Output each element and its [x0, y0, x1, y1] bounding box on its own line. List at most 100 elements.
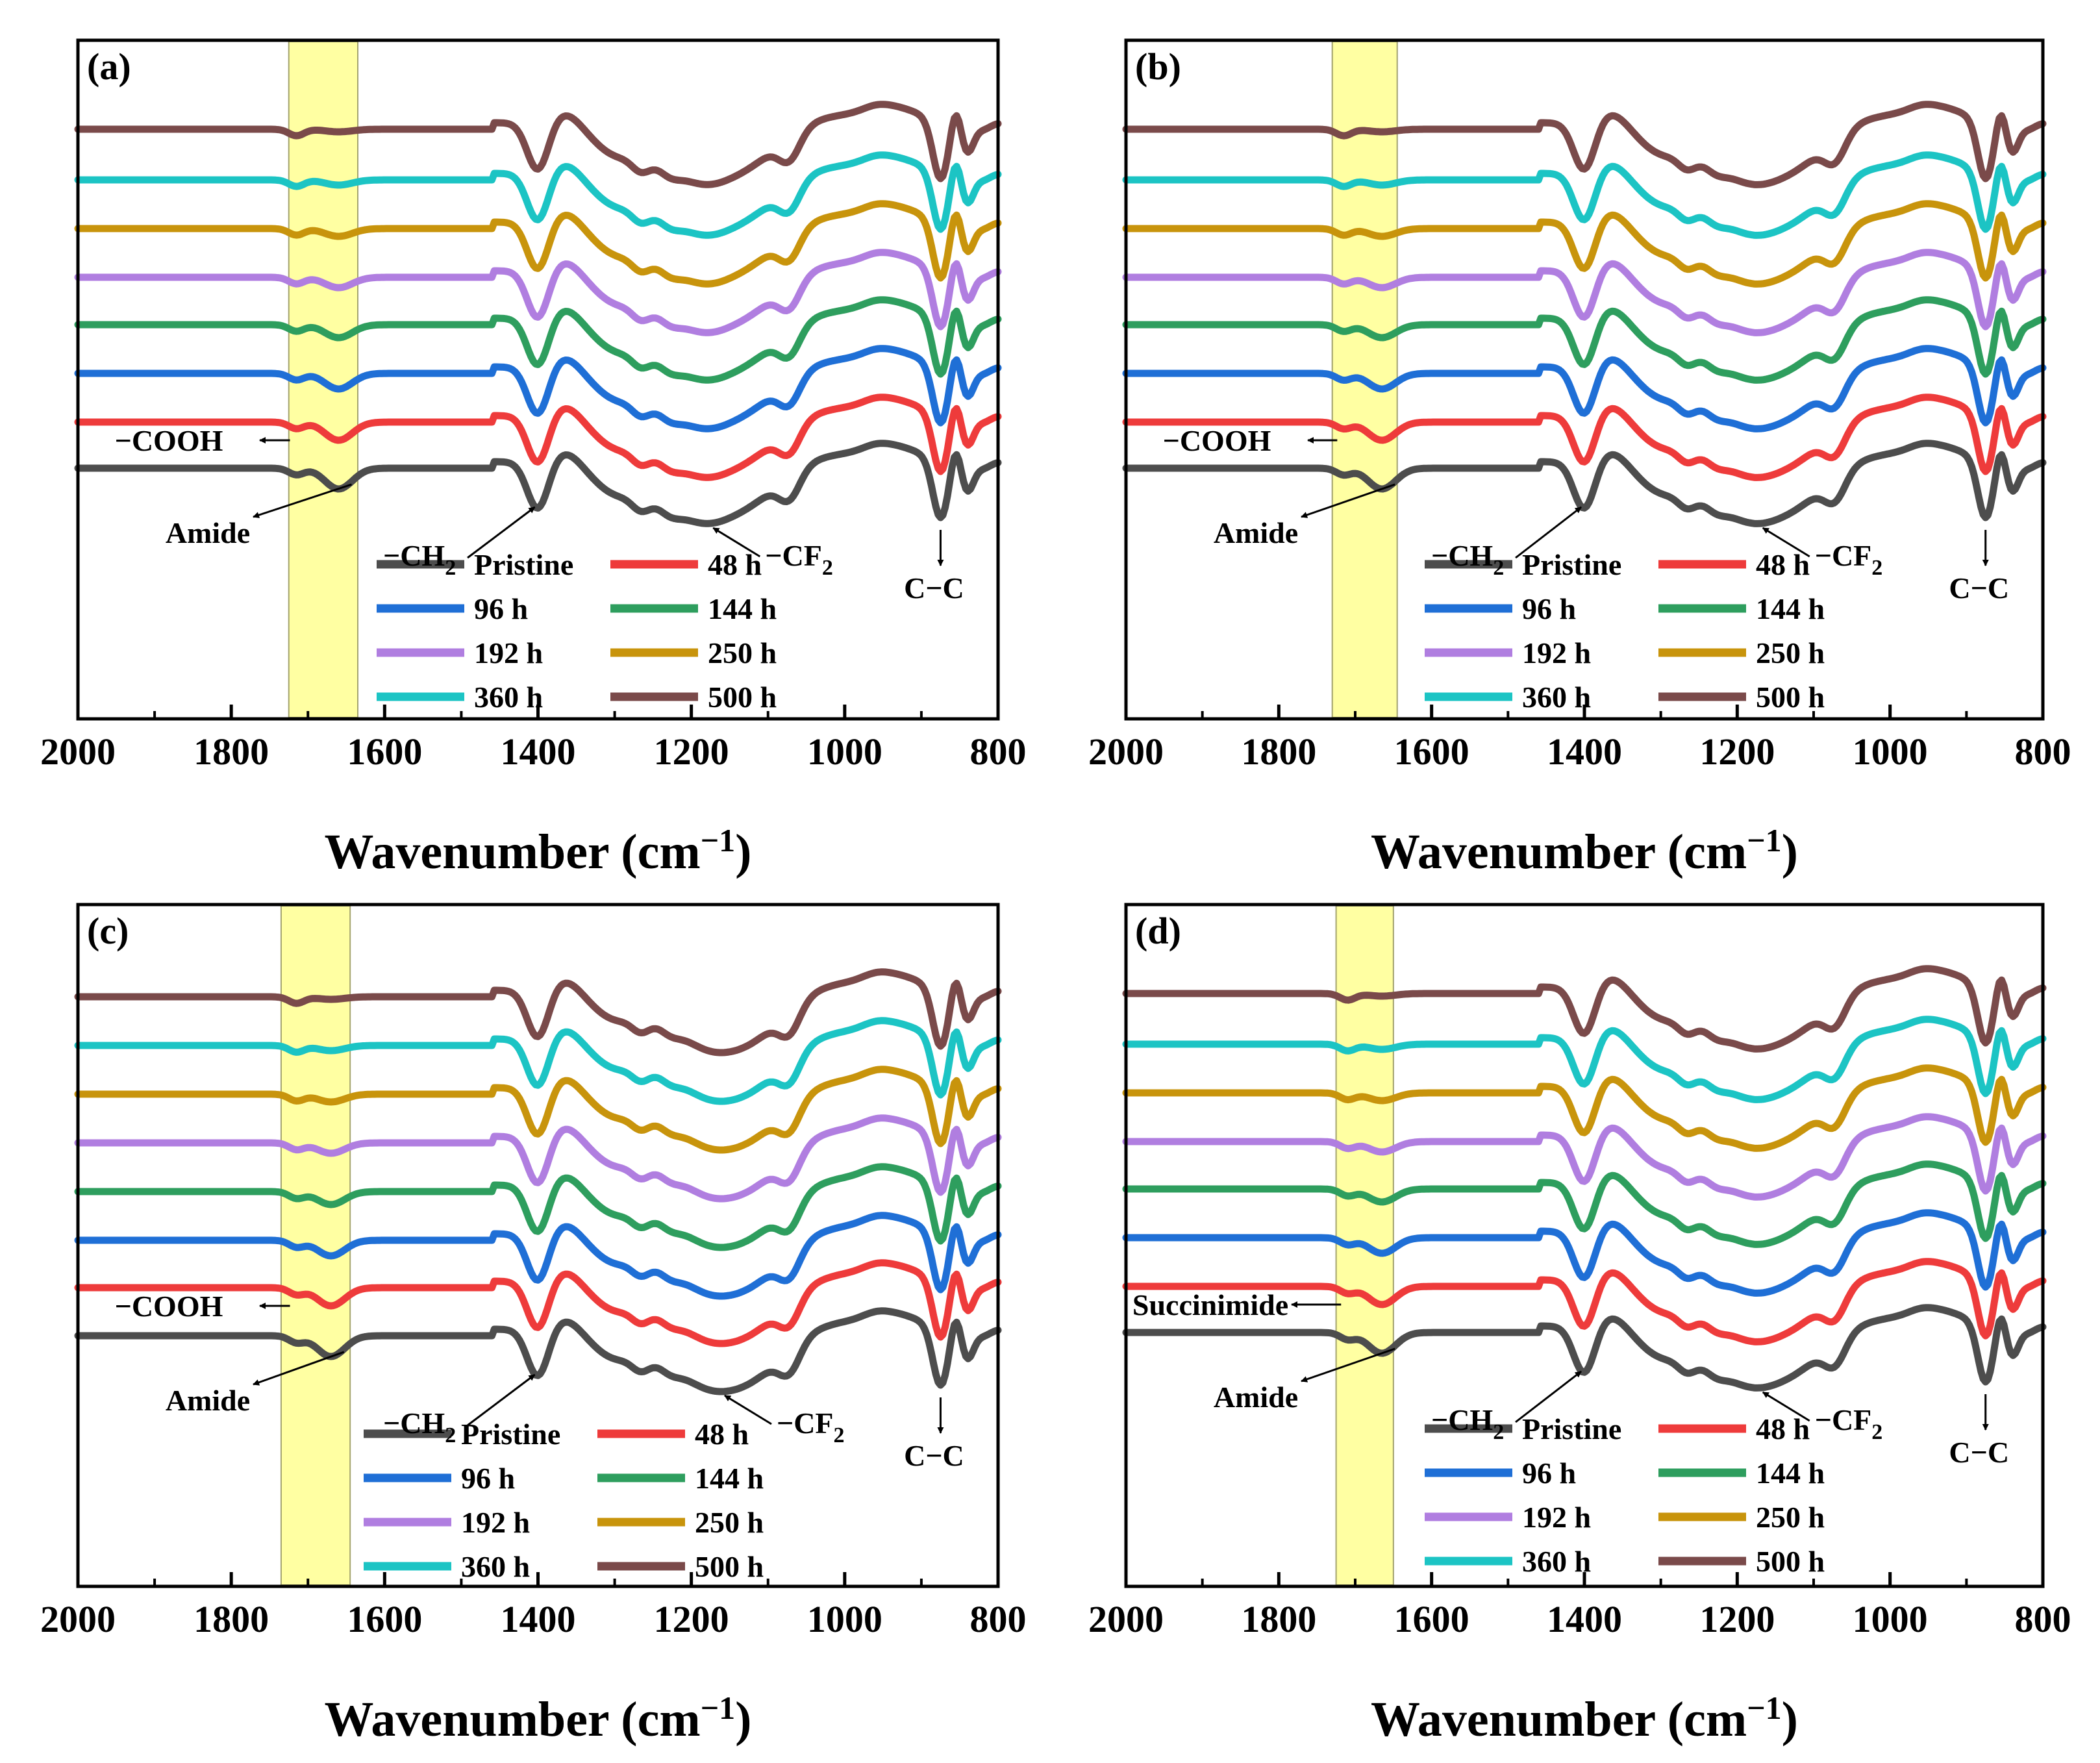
annotation-cf2: −CF2	[777, 1407, 845, 1447]
x-tick-label: 1800	[1241, 1598, 1316, 1640]
x-tick-label: 1000	[807, 1598, 882, 1640]
annotation-amide: Amide	[1214, 1381, 1298, 1414]
annotation-cf2-arrow	[724, 1394, 772, 1425]
x-tick-label: 1800	[194, 731, 269, 773]
annotation-cc: C−C	[904, 1439, 964, 1472]
legend-label: 144 h	[1756, 592, 1825, 625]
annotation-ch2: −CH2	[1431, 1403, 1504, 1444]
annotation-amide: Amide	[166, 1384, 250, 1417]
x-tick-label: 1800	[1241, 731, 1316, 773]
plot-frame	[76, 903, 1000, 1588]
legend-label: 500 h	[708, 681, 777, 714]
annotation-ch2: −CH2	[1431, 539, 1504, 580]
annotation-ch2-arrow	[467, 506, 536, 559]
annotation-cooh: −COOH	[1163, 424, 1271, 457]
legend-label: 96 h	[1522, 592, 1576, 625]
panel-d: 2000 1800 1600 1400 1200 1000 800 Wavenumber (c…	[1088, 903, 2071, 1747]
series-line-250h	[1122, 1064, 2047, 1152]
legend-label: 144 h	[1756, 1457, 1825, 1490]
x-tick-label: 1400	[501, 731, 576, 773]
series-line-96h	[74, 345, 1002, 432]
annotation-ch2-arrow	[1515, 1370, 1582, 1423]
legend-label: 500 h	[695, 1550, 764, 1583]
legend-label: 360 h	[1522, 681, 1591, 714]
series-line-250h	[74, 1066, 1002, 1154]
series-line-144h	[1122, 1160, 2047, 1248]
annotation-ch2: −CH2	[383, 539, 456, 580]
x-tick-label: 800	[2015, 1598, 2071, 1640]
legend-label: Pristine	[1522, 1412, 1621, 1445]
x-tick-label: 1600	[1394, 1598, 1469, 1640]
x-axis-title: Wavenumber (cm−1)	[325, 822, 752, 879]
legend-label: 360 h	[474, 681, 543, 714]
annotation-amide: Amide	[166, 516, 250, 549]
annotation-cooh: −COOH	[115, 1290, 223, 1323]
series-line-500h	[1122, 101, 2047, 188]
annotation-amide-arrow	[1301, 483, 1395, 518]
series-line-48h	[74, 1259, 1002, 1347]
panel-label: (a)	[87, 45, 131, 88]
x-tick-label: 1400	[501, 1598, 576, 1640]
legend-label: 250 h	[695, 1506, 764, 1539]
series-line-96h	[74, 1212, 1002, 1300]
legend-label: 96 h	[1522, 1457, 1576, 1490]
x-tick-label: 800	[970, 731, 1027, 773]
annotation-cf2-arrow	[1762, 527, 1810, 558]
series-line-192h	[74, 1114, 1002, 1203]
plot-frame	[1124, 903, 2045, 1588]
plot-frame	[76, 38, 1000, 721]
annotation-cf2-arrow	[712, 527, 761, 558]
annotation-cf2: −CF2	[1815, 539, 1883, 580]
x-axis-title: Wavenumber (cm−1)	[1371, 822, 1798, 879]
x-tick-label: 1600	[347, 731, 422, 773]
plot-frame	[1124, 38, 2045, 721]
legend-label: 250 h	[1756, 636, 1825, 669]
annotation-cc: C−C	[1949, 1436, 2009, 1469]
series-line-250h	[74, 200, 1002, 288]
legend-label: 500 h	[1756, 1545, 1825, 1578]
legend-label: 144 h	[708, 592, 777, 625]
legend-label: 96 h	[474, 592, 528, 625]
series-line-96h	[1122, 1209, 2047, 1297]
x-tick-label: 2000	[40, 1598, 116, 1640]
annotation-amide: Amide	[1214, 516, 1298, 549]
annotation-amide-arrow	[253, 1351, 345, 1386]
x-tick-label: 1600	[1394, 731, 1469, 773]
annotation-ch2-arrow	[1515, 506, 1582, 559]
legend-label: 192 h	[1522, 636, 1591, 669]
panel-label: (c)	[87, 910, 129, 952]
annotation-cc: C−C	[904, 571, 964, 605]
series-line-192h	[74, 249, 1002, 336]
series-line-500h	[1122, 965, 2047, 1053]
x-tick-label: 1200	[654, 731, 729, 773]
legend-label: 144 h	[695, 1462, 764, 1495]
series-line-96h	[1122, 345, 2047, 432]
series-line-48h	[74, 394, 1002, 481]
x-tick-label: 1200	[1699, 1598, 1775, 1640]
legend-label: Pristine	[474, 548, 573, 581]
panel-c: 2000 1800 1600 1400 1200 1000 800 Wavenumber (c…	[40, 903, 1027, 1747]
x-tick-label: 800	[970, 1598, 1027, 1640]
series-line-Pristine	[74, 1307, 1002, 1395]
annotation-amide-arrow	[1301, 1347, 1395, 1382]
annotation-cf2: −CF2	[1815, 1403, 1883, 1444]
panel-a: 2000 1800 1600 1400 1200 1000 800 Wavenumber (c…	[40, 38, 1027, 879]
legend-label: 250 h	[1756, 1501, 1825, 1534]
x-tick-label: 2000	[1088, 1598, 1164, 1640]
legend-label: 192 h	[1522, 1501, 1591, 1534]
panel-label: (d)	[1135, 910, 1181, 952]
legend-label: Pristine	[1522, 548, 1621, 581]
annotation-cooh: Succinimide	[1132, 1288, 1288, 1321]
series-line-48h	[1122, 394, 2047, 481]
x-tick-label: 1000	[1853, 731, 1928, 773]
legend-label: Pristine	[461, 1418, 560, 1451]
legend-label: 48 h	[695, 1418, 749, 1451]
series-line-192h	[1122, 249, 2047, 336]
legend-label: 500 h	[1756, 681, 1825, 714]
legend-label: 48 h	[1756, 548, 1810, 581]
series-line-144h	[1122, 296, 2047, 384]
legend-label: 96 h	[461, 1462, 515, 1495]
legend-label: 250 h	[708, 636, 777, 669]
legend-label: 192 h	[461, 1506, 530, 1539]
series-line-48h	[1122, 1258, 2047, 1345]
